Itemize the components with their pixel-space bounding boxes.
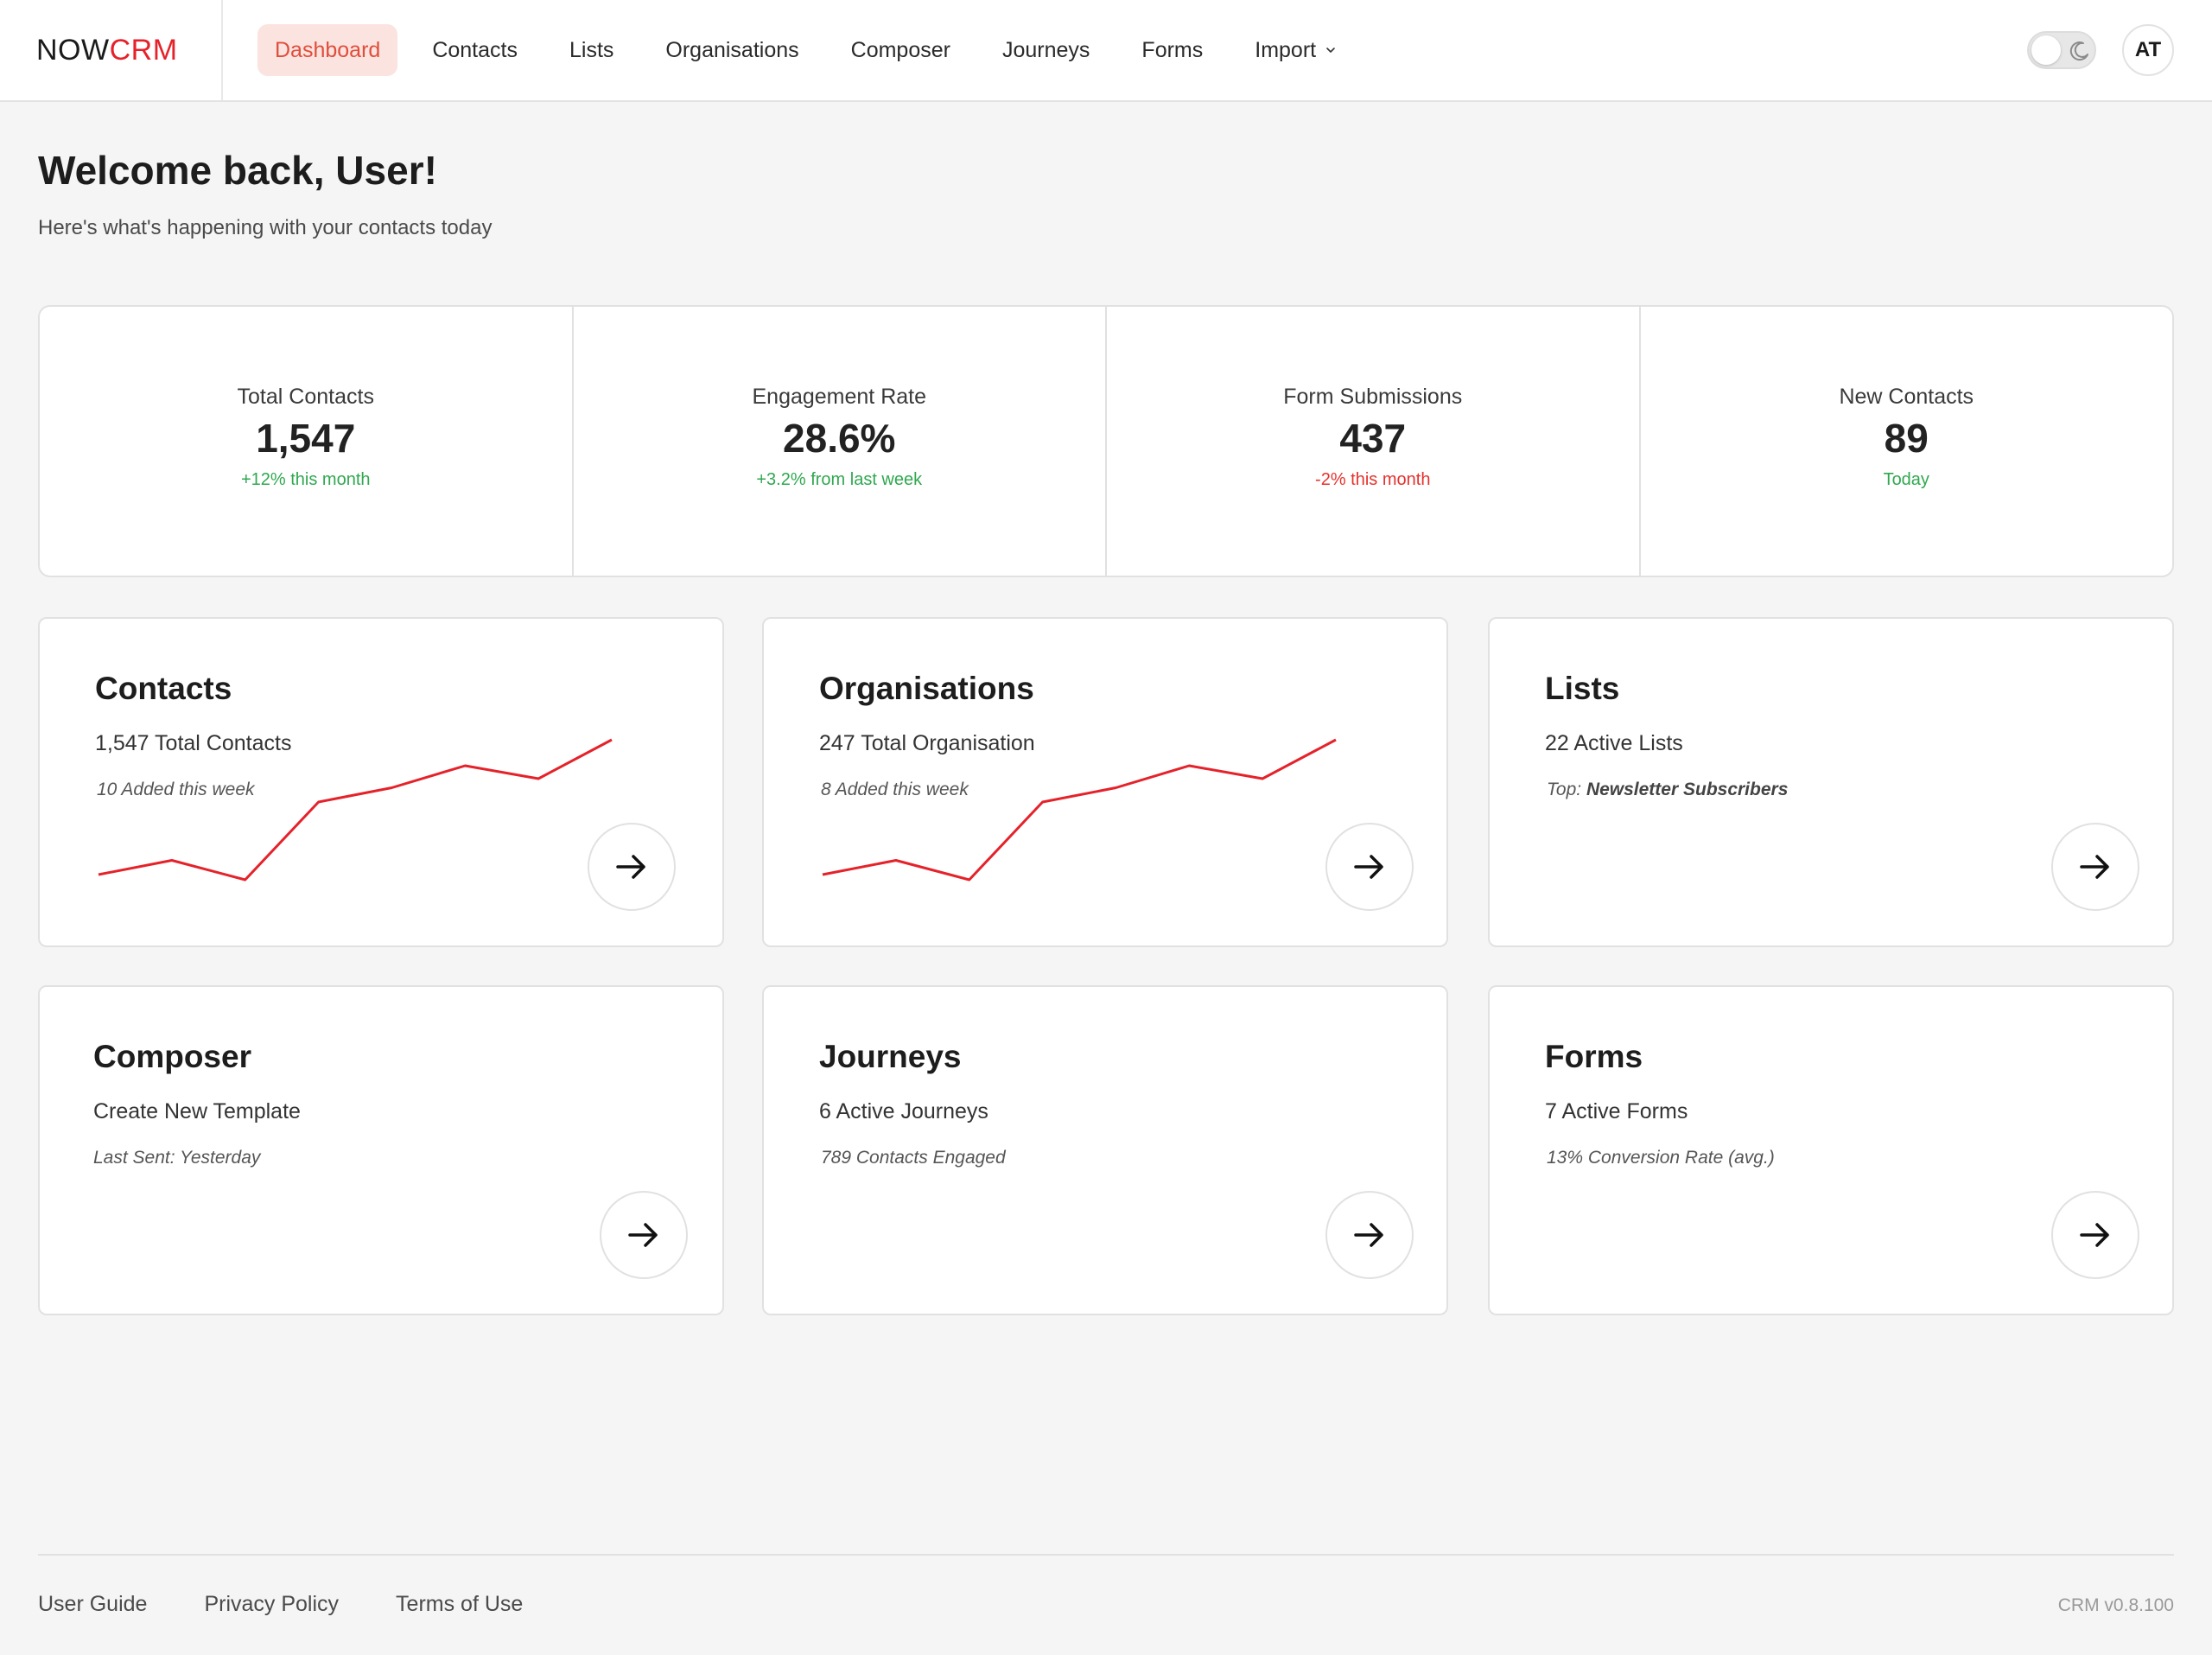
footer-link-user-guide[interactable]: User Guide xyxy=(38,1592,148,1616)
nav-item-organisations[interactable]: Organisations xyxy=(648,24,816,76)
card-title: Contacts xyxy=(95,671,232,706)
nav-item-label: Import xyxy=(1255,37,1317,62)
nav-item-label: Contacts xyxy=(432,37,518,62)
card-lists: Lists 22 Active Lists Top: Newsletter Su… xyxy=(1488,617,2174,947)
avatar[interactable]: AT xyxy=(2122,24,2174,76)
footer-links: User Guide Privacy Policy Terms of Use xyxy=(38,1592,580,1617)
top-navbar: NOW CRM Dashboard Contacts Lists Organisa… xyxy=(0,0,2212,102)
card-note-value: Newsletter Subscribers xyxy=(1586,780,1789,799)
footer-divider xyxy=(38,1554,2174,1556)
card-subtitle: 247 Total Organisation xyxy=(819,731,1035,755)
app-version: CRM v0.8.100 xyxy=(2057,1595,2174,1615)
stat-delta: +3.2% from last week xyxy=(756,469,923,489)
stat-engagement-rate: Engagement Rate 28.6% +3.2% from last we… xyxy=(574,307,1107,576)
brand-logo-now: NOW xyxy=(36,33,110,67)
card-note: 789 Contacts Engaged xyxy=(821,1148,1006,1168)
stat-label: Engagement Rate xyxy=(752,384,927,409)
card-title: Lists xyxy=(1545,671,1620,706)
stat-value: 437 xyxy=(1339,415,1407,461)
nav-item-forms[interactable]: Forms xyxy=(1124,24,1220,76)
card-note: 8 Added this week xyxy=(821,780,969,799)
nav-item-label: Composer xyxy=(850,37,950,62)
stats-panel: Total Contacts 1,547 +12% this month Eng… xyxy=(38,305,2174,577)
card-subtitle: 1,547 Total Contacts xyxy=(95,731,292,755)
card-subtitle: 22 Active Lists xyxy=(1545,731,1683,755)
arrow-right-icon xyxy=(2080,855,2109,879)
card-note: 13% Conversion Rate (avg.) xyxy=(1547,1148,1775,1168)
stat-delta: Today xyxy=(1883,469,1929,489)
card-note: 10 Added this week xyxy=(97,780,255,799)
nav-item-import[interactable]: Import xyxy=(1237,24,1354,76)
arrow-right-icon xyxy=(2080,1223,2109,1247)
main-nav: Dashboard Contacts Lists Organisations C… xyxy=(257,24,1371,76)
sparkline-series xyxy=(822,738,1337,882)
stat-delta: +12% this month xyxy=(240,469,371,489)
chevron-down-icon xyxy=(1326,48,1335,53)
card-title: Organisations xyxy=(819,671,1034,706)
arrow-right-icon xyxy=(628,1223,658,1247)
nav-item-label: Forms xyxy=(1141,37,1204,62)
open-contacts-button[interactable] xyxy=(588,823,676,911)
card-composer: Composer Create New Template Last Sent: … xyxy=(38,985,724,1315)
contacts-sparkline xyxy=(98,738,613,882)
footer-link-privacy-policy[interactable]: Privacy Policy xyxy=(204,1592,340,1616)
card-forms: Forms 7 Active Forms 13% Conversion Rate… xyxy=(1488,985,2174,1315)
theme-toggle[interactable] xyxy=(2027,31,2096,69)
card-subtitle: 7 Active Forms xyxy=(1545,1099,1688,1123)
stat-new-contacts: New Contacts 89 Today xyxy=(1641,307,2173,576)
sparkline-series xyxy=(98,738,613,882)
stat-label: Form Submissions xyxy=(1283,384,1463,409)
arrow-right-icon xyxy=(616,855,645,879)
footer-link-terms-of-use[interactable]: Terms of Use xyxy=(396,1592,524,1616)
nav-item-journeys[interactable]: Journeys xyxy=(985,24,1107,76)
open-lists-button[interactable] xyxy=(2051,823,2139,911)
open-forms-button[interactable] xyxy=(2051,1191,2139,1279)
brand-logo[interactable]: NOW CRM xyxy=(0,0,223,100)
open-composer-button[interactable] xyxy=(600,1191,688,1279)
card-subtitle: Create New Template xyxy=(93,1099,301,1123)
nav-item-dashboard[interactable]: Dashboard xyxy=(257,24,398,76)
stat-delta: -2% this month xyxy=(1315,469,1431,489)
open-journeys-button[interactable] xyxy=(1325,1191,1414,1279)
stat-value: 1,547 xyxy=(256,415,356,461)
page-subtitle: Here's what's happening with your contac… xyxy=(38,216,493,239)
toggle-knob xyxy=(2031,35,2061,65)
card-title: Composer xyxy=(93,1039,251,1074)
nav-item-contacts[interactable]: Contacts xyxy=(415,24,535,76)
stat-total-contacts: Total Contacts 1,547 +12% this month xyxy=(40,307,574,576)
card-title: Forms xyxy=(1545,1039,1643,1074)
stat-label: Total Contacts xyxy=(237,384,374,409)
organisations-sparkline xyxy=(822,738,1337,882)
brand-logo-crm: CRM xyxy=(109,33,178,67)
stat-value: 89 xyxy=(1884,415,1929,461)
card-contacts: Contacts 1,547 Total Contacts 10 Added t… xyxy=(38,617,724,947)
arrow-right-icon xyxy=(1354,855,1383,879)
card-subtitle: 6 Active Journeys xyxy=(819,1099,988,1123)
open-organisations-button[interactable] xyxy=(1325,823,1414,911)
card-note: Top: Newsletter Subscribers xyxy=(1547,780,1788,800)
nav-item-composer[interactable]: Composer xyxy=(834,24,968,76)
card-journeys: Journeys 6 Active Journeys 789 Contacts … xyxy=(762,985,1448,1315)
nav-item-label: Organisations xyxy=(665,37,799,62)
arrow-right-icon xyxy=(1354,1223,1383,1247)
card-organisations: Organisations 247 Total Organisation 8 A… xyxy=(762,617,1448,947)
nav-item-lists[interactable]: Lists xyxy=(552,24,631,76)
stat-form-submissions: Form Submissions 437 -2% this month xyxy=(1107,307,1641,576)
moon-icon xyxy=(2069,41,2088,61)
card-note-prefix: Top: xyxy=(1547,780,1586,799)
card-note: Last Sent: Yesterday xyxy=(93,1148,261,1168)
nav-item-label: Dashboard xyxy=(275,37,381,62)
page-title: Welcome back, User! xyxy=(38,148,437,193)
avatar-initials: AT xyxy=(2134,38,2162,61)
nav-item-label: Journeys xyxy=(1001,37,1090,62)
stat-label: New Contacts xyxy=(1839,384,1974,409)
stat-value: 28.6% xyxy=(783,415,896,461)
nav-item-label: Lists xyxy=(569,37,614,62)
card-title: Journeys xyxy=(819,1039,962,1074)
